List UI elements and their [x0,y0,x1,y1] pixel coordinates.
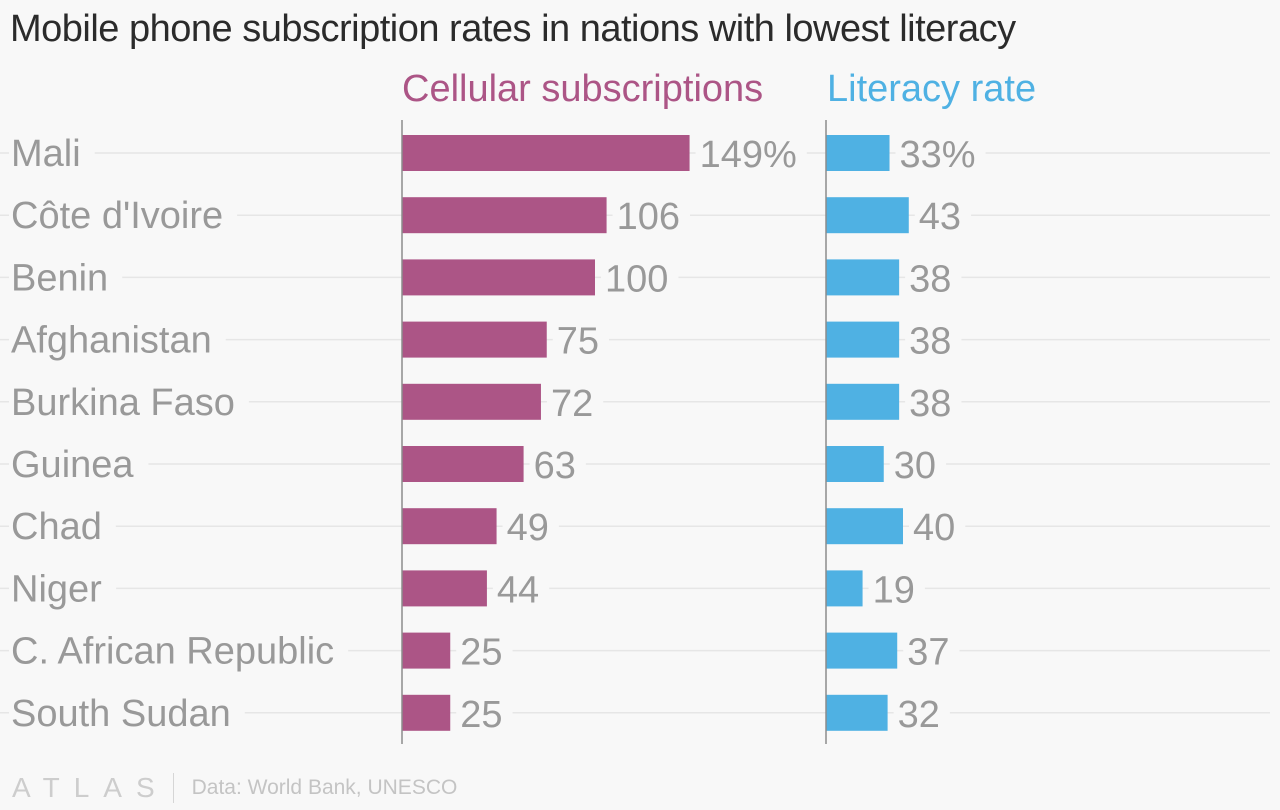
label-mask [456,709,513,716]
category-label: Benin [11,257,108,299]
label-mask [893,709,950,716]
value-label: 63 [534,445,576,487]
label-mask [9,585,117,592]
label-mask [9,274,123,281]
bar [826,135,890,171]
value-label: 38 [909,383,951,425]
value-label: 100 [605,258,668,300]
bar [826,197,909,234]
value-label: 44 [497,569,539,611]
bar [826,259,900,296]
category-label: South Sudan [11,693,231,735]
category-label: Afghanistan [11,320,212,362]
category-label: Côte d'Ivoire [11,195,223,237]
label-mask [895,150,986,156]
value-label: 38 [909,258,951,300]
label-mask [868,585,925,592]
chart: Cellular subscriptions Literacy rate Mali… [0,68,1270,744]
value-label: 106 [617,196,680,238]
value-label: 40 [913,507,955,549]
bar [402,135,690,171]
label-mask [903,647,960,654]
bar [402,259,595,296]
bar [826,632,898,669]
label-mask [529,461,586,467]
value-label: 25 [460,694,502,736]
label-mask [695,150,807,156]
value-label: 43 [919,196,961,238]
label-mask [9,647,349,654]
label-mask [889,461,947,467]
label-mask [502,523,559,530]
bar [826,570,863,607]
bar [826,321,900,358]
category-label: Mali [11,133,81,175]
category-label: Burkina Faso [11,382,235,424]
bar [826,446,884,482]
bar [402,632,451,669]
value-label: 149% [700,134,797,176]
value-label: 32 [898,694,940,736]
label-mask [552,336,610,343]
atlas-logo: ATLAS [12,772,169,803]
axes [401,120,827,744]
series-headers: Cellular subscriptions Literacy rate [402,68,1036,110]
bar [402,446,524,482]
label-mask [546,398,604,405]
category-labels: Mali Côte d'Ivoire Benin Afghanistan Burkina… [9,133,349,735]
label-mask [9,523,116,530]
bar [402,570,487,607]
bar [402,694,451,731]
category-label: Niger [11,568,102,610]
category-label: C. African Republic [11,631,334,673]
bars [402,135,909,731]
label-mask [601,274,679,281]
label-mask [456,647,513,654]
label-mask [905,274,962,281]
footer-divider [172,773,174,803]
source-note: Data: World Bank, UNESCO [191,776,458,799]
label-mask [905,398,962,405]
label-mask [9,150,95,156]
series-header: Cellular subscriptions [402,68,763,110]
value-label: 30 [894,445,936,487]
bar [826,383,900,420]
bar [826,694,888,731]
label-mask [914,212,972,219]
category-label: Chad [11,506,102,548]
bar [402,321,547,358]
chart-title: Mobile phone subscription rates in natio… [10,8,1016,50]
label-mask [9,398,249,405]
label-mask [9,336,226,343]
value-label: 37 [907,632,949,674]
footer: ATLAS Data: World Bank, UNESCO [12,768,457,808]
value-label: 33% [900,134,976,176]
series-header: Literacy rate [827,68,1036,110]
value-label: 72 [551,383,593,425]
bar [402,383,541,420]
value-label: 38 [909,321,951,363]
bar [402,508,497,545]
label-mask [9,709,245,716]
label-mask [9,212,238,219]
value-label: 19 [873,569,915,611]
category-label: Guinea [11,444,134,486]
value-label: 25 [460,632,502,674]
label-mask [909,523,966,530]
bar [826,508,903,545]
label-mask [905,336,962,343]
label-mask [492,585,550,592]
label-mask [9,461,149,467]
value-label: 75 [557,321,599,363]
label-mask [612,212,690,219]
bar [402,197,607,234]
value-label: 49 [507,507,549,549]
